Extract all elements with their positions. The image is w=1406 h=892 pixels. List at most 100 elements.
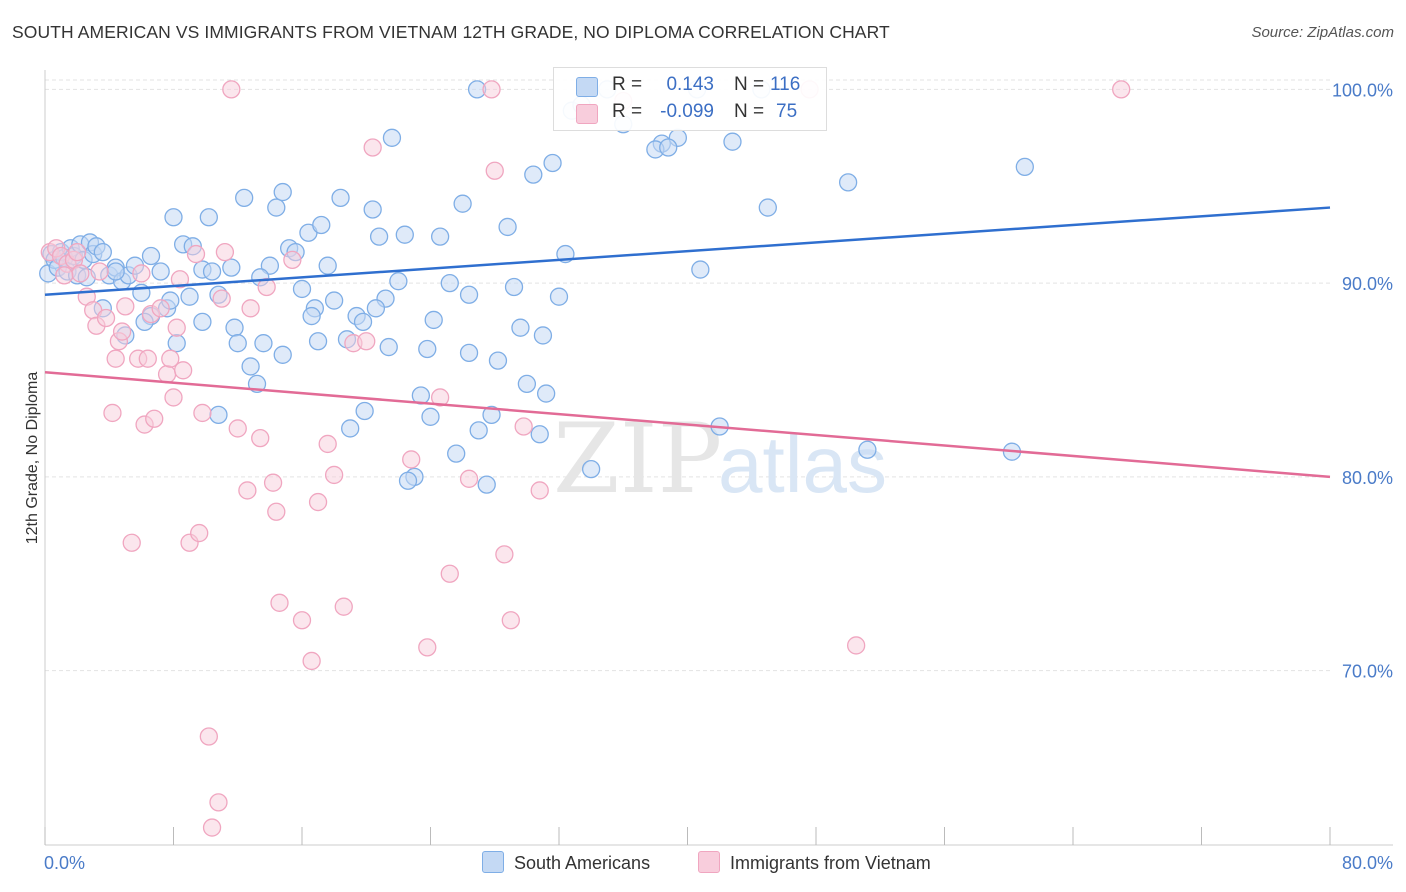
point-immigrants-from-vietnam: [363, 138, 382, 157]
point-south-americans: [273, 345, 292, 364]
legend-label-immigrants-from-vietnam: Immigrants from Vietnam: [730, 853, 931, 873]
point-immigrants-from-vietnam: [157, 365, 177, 384]
point-south-americans: [225, 318, 244, 337]
point-immigrants-from-vietnam: [215, 242, 235, 262]
point-immigrants-from-vietnam: [1112, 80, 1131, 99]
point-immigrants-from-vietnam: [186, 244, 206, 264]
point-south-americans: [355, 401, 374, 421]
point-south-americans: [430, 227, 450, 246]
point-south-americans: [440, 273, 459, 293]
x-tick-label-min: 0.0%: [44, 853, 85, 873]
point-south-americans: [389, 272, 408, 291]
point-immigrants-from-vietnam: [112, 322, 132, 341]
point-immigrants-from-vietnam: [116, 297, 135, 316]
point-immigrants-from-vietnam: [283, 250, 302, 270]
legend-n-label: N =: [734, 101, 765, 122]
point-immigrants-from-vietnam: [324, 465, 344, 485]
point-south-americans: [254, 334, 273, 353]
point-immigrants-from-vietnam: [173, 361, 193, 380]
point-immigrants-from-vietnam: [357, 332, 376, 351]
legend-item-south-americans: South Americans: [482, 851, 650, 874]
point-south-americans: [341, 419, 360, 438]
point-south-americans: [482, 405, 501, 425]
point-south-americans: [369, 227, 389, 246]
point-immigrants-from-vietnam: [501, 611, 520, 630]
x-tick-label-max: 80.0%: [1342, 853, 1393, 873]
point-south-americans: [424, 310, 443, 330]
point-immigrants-from-vietnam: [270, 593, 289, 612]
point-immigrants-from-vietnam: [402, 450, 421, 469]
point-immigrants-from-vietnam: [267, 502, 286, 521]
legend-swatch-pink: [698, 851, 720, 873]
point-immigrants-from-vietnam: [430, 388, 450, 407]
legend-r-label: R =: [612, 101, 643, 122]
point-immigrants-from-vietnam: [238, 481, 257, 500]
y-tick-label: 80.0%: [1342, 468, 1393, 488]
point-south-americans: [1015, 157, 1034, 177]
point-immigrants-from-vietnam: [190, 523, 209, 543]
point-immigrants-from-vietnam: [151, 299, 170, 318]
point-immigrants-from-vietnam: [440, 564, 459, 583]
legend-row-immigrants-from-vietnam: R = -0.099 N = 75: [554, 101, 826, 127]
point-south-americans: [318, 256, 337, 275]
point-immigrants-from-vietnam: [485, 161, 504, 180]
point-immigrants-from-vietnam: [308, 492, 328, 512]
point-south-americans: [543, 153, 562, 173]
point-south-americans: [398, 471, 418, 490]
point-immigrants-from-vietnam: [170, 270, 190, 289]
point-south-americans: [537, 384, 556, 403]
point-immigrants-from-vietnam: [514, 417, 533, 436]
point-south-americans: [273, 182, 292, 202]
point-immigrants-from-vietnam: [103, 403, 122, 423]
legend-r-label: R =: [612, 74, 643, 95]
point-south-americans: [533, 326, 553, 345]
point-south-americans: [459, 285, 479, 304]
correlation-legend: R = 0.143 N = 116 R = -0.099 N = 75: [553, 67, 827, 131]
point-south-americans: [235, 188, 254, 208]
point-south-americans: [659, 138, 678, 157]
point-immigrants-from-vietnam: [482, 80, 501, 99]
point-south-americans: [838, 173, 858, 192]
point-immigrants-from-vietnam: [199, 727, 218, 746]
point-south-americans: [395, 225, 414, 244]
series-immigrants-from-vietnam: [40, 80, 1131, 837]
point-immigrants-from-vietnam: [145, 409, 164, 428]
legend-swatch-blue: [576, 77, 598, 97]
point-immigrants-from-vietnam: [138, 349, 157, 368]
point-south-americans: [379, 337, 398, 357]
point-south-americans: [366, 299, 386, 318]
legend-label-south-americans: South Americans: [514, 853, 651, 873]
point-immigrants-from-vietnam: [318, 434, 337, 454]
point-immigrants-from-vietnam: [132, 264, 151, 283]
point-south-americans: [331, 188, 350, 208]
point-south-americans: [469, 421, 488, 440]
point-south-americans: [459, 343, 479, 363]
point-south-americans: [302, 306, 321, 326]
point-south-americans: [167, 334, 186, 353]
point-south-americans: [324, 291, 344, 310]
point-immigrants-from-vietnam: [459, 469, 479, 488]
trend-line-south-americans: [44, 206, 1331, 296]
point-immigrants-from-vietnam: [164, 388, 183, 407]
point-immigrants-from-vietnam: [96, 308, 116, 328]
point-south-americans: [151, 262, 170, 281]
point-south-americans: [267, 198, 286, 217]
point-south-americans: [498, 217, 517, 237]
point-immigrants-from-vietnam: [292, 611, 312, 630]
point-south-americans: [363, 200, 382, 219]
series-south-americans: [39, 80, 1034, 494]
point-south-americans: [758, 198, 777, 217]
point-south-americans: [418, 339, 437, 359]
point-south-americans: [517, 374, 537, 394]
point-south-americans: [180, 287, 199, 306]
point-immigrants-from-vietnam: [228, 419, 247, 438]
trend-lines: [44, 206, 1331, 479]
point-south-americans: [209, 405, 228, 425]
point-south-americans: [488, 351, 508, 370]
point-south-americans: [106, 262, 125, 281]
point-south-americans: [453, 194, 472, 213]
series-legend: South Americans Immigrants from Vietnam: [0, 851, 1406, 879]
grid-lines: [45, 79, 1330, 672]
point-immigrants-from-vietnam: [167, 318, 186, 337]
